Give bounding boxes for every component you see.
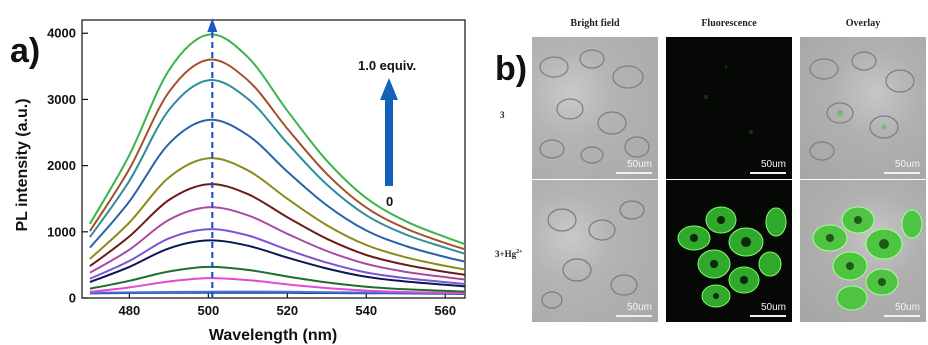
x-axis-title: Wavelength (nm): [209, 327, 337, 344]
pl-spectrum-chart: 480 500 520 540 560 0 1000 2000 3000 4000 a) PL i…: [10, 18, 466, 344]
series-line-10: [89, 118, 466, 263]
increase-arrow: [380, 78, 398, 186]
series-line-6: [89, 228, 466, 285]
x-tick-label: 500: [197, 303, 219, 318]
series-line-12: [89, 58, 466, 251]
row-label-3: 3: [500, 110, 505, 120]
x-tick-label: 480: [119, 303, 141, 318]
series-line-9: [89, 157, 466, 271]
cell-outlines: [809, 51, 915, 161]
y-tick-label: 1000: [47, 224, 76, 239]
scale-bar: [616, 315, 652, 317]
x-tick-label: 520: [276, 303, 298, 318]
scale-bar: [750, 315, 786, 317]
scale-label: 50um: [894, 302, 920, 313]
cell-outlines: [539, 49, 650, 164]
plot-area: 480 500 520 540 560 0 1000 2000 3000 4000: [47, 18, 466, 318]
micrograph-3-overlay: 50um: [800, 37, 926, 179]
scale-bar: [616, 172, 652, 174]
series-line-4: [89, 265, 466, 293]
scale-label: 50um: [894, 159, 920, 170]
scale-bar: [884, 172, 920, 174]
cell-outlines: [541, 200, 645, 309]
series-line-7: [89, 206, 466, 281]
column-header-fluorescence: Fluorescence: [701, 18, 757, 29]
green-cells-overlay: [812, 206, 923, 311]
column-header-bright-field: Bright field: [570, 18, 620, 29]
x-tick-label: 560: [434, 303, 456, 318]
annotation-bottom: 0: [386, 194, 393, 209]
y-axis-title: PL intensity (a.u.): [14, 98, 31, 231]
plot-frame: [81, 19, 466, 299]
green-cells: [677, 206, 787, 308]
micrograph-3-fluorescence: 50um: [666, 37, 792, 179]
column-header-overlay: Overlay: [845, 18, 881, 29]
scale-label: 50um: [626, 302, 652, 313]
peak-arrowhead: [207, 18, 218, 32]
panel-label-a: a): [10, 32, 40, 70]
y-tick-label: 2000: [47, 158, 76, 173]
annotation-top: 1.0 equiv.: [358, 58, 416, 73]
series-line-11: [89, 79, 466, 255]
faint-signal: [704, 65, 753, 134]
scale-bar: [750, 172, 786, 174]
series-line-3: [89, 277, 466, 295]
scale-label: 50um: [626, 159, 652, 170]
micrograph-3-hg-fluorescence: 50um: [666, 180, 792, 322]
scale-label: 50um: [760, 302, 786, 313]
scale-label: 50um: [760, 159, 786, 170]
row-label-3-hg: 3+Hg2+: [495, 249, 523, 259]
panel-label-b: b): [495, 50, 528, 88]
x-tick-label: 540: [355, 303, 377, 318]
y-tick-label: 3000: [47, 92, 76, 107]
scale-bar: [884, 315, 920, 317]
micrograph-3-bright-field: 50um: [532, 37, 658, 179]
micrograph-3-hg-overlay: 50um: [800, 180, 926, 322]
y-tick-label: 4000: [47, 26, 76, 41]
series-line-13: [89, 33, 466, 246]
series-line-8: [89, 183, 466, 276]
y-tick-label: 0: [69, 291, 76, 306]
series-line-5: [89, 239, 466, 288]
micrograph-3-hg-bright-field: 50um: [532, 180, 658, 322]
